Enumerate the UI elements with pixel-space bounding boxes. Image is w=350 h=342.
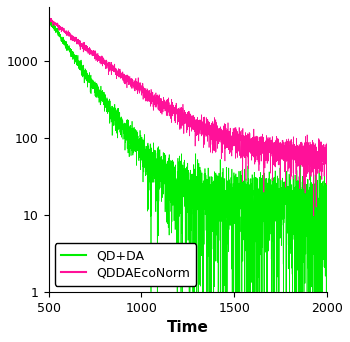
QDDAEcoNorm — [320, 157, 324, 161]
Line: QD+DA: QD+DA — [49, 16, 327, 292]
QD+DA — [149, 290, 153, 294]
QD+DA — [320, 181, 324, 185]
Legend: QD+DA, QDDAEcoNorm: QD+DA, QDDAEcoNorm — [55, 243, 196, 286]
Line: QDDAEcoNorm: QDDAEcoNorm — [49, 16, 327, 216]
QD+DA — [166, 159, 170, 163]
QDDAEcoNorm — [312, 214, 316, 218]
QDDAEcoNorm — [78, 43, 82, 47]
X-axis label: Time: Time — [167, 320, 209, 335]
QDDAEcoNorm — [47, 14, 51, 18]
QDDAEcoNorm — [289, 174, 294, 178]
QD+DA — [95, 94, 99, 98]
QDDAEcoNorm — [165, 100, 169, 104]
QD+DA — [290, 183, 294, 187]
QD+DA — [153, 164, 158, 168]
QDDAEcoNorm — [153, 100, 158, 104]
QDDAEcoNorm — [325, 141, 329, 145]
QDDAEcoNorm — [95, 56, 99, 61]
QD+DA — [78, 68, 82, 72]
QD+DA — [47, 14, 51, 18]
QD+DA — [325, 199, 329, 203]
